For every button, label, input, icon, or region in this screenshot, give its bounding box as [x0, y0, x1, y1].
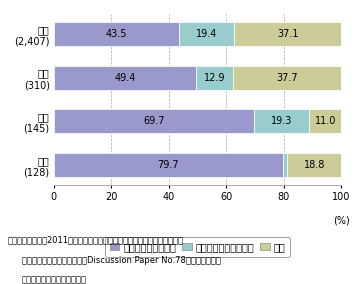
Text: 37.7: 37.7	[276, 73, 298, 83]
Text: 79.7: 79.7	[158, 160, 179, 170]
Bar	[283, 153, 287, 177]
Text: (%): (%)	[333, 215, 349, 225]
Text: 11.0: 11.0	[314, 116, 336, 126]
Text: 19.4: 19.4	[196, 29, 217, 39]
Bar	[54, 153, 283, 177]
Text: 資料：加藤真紀（2011）「論文の被引用数から見る卓越した研究者のキャ: 資料：加藤真紀（2011）「論文の被引用数から見る卓越した研究者のキャ	[7, 236, 183, 245]
Text: 18.8: 18.8	[304, 160, 325, 170]
Bar	[233, 66, 341, 89]
Bar	[54, 109, 254, 133]
Bar	[54, 22, 179, 46]
Text: 49.4: 49.4	[114, 73, 135, 83]
Text: リアパスに関する国際比較」Discussion Paper No.78、文部科学省科: リアパスに関する国際比較」Discussion Paper No.78、文部科学…	[22, 256, 220, 265]
Bar	[54, 66, 196, 89]
Bar	[254, 109, 309, 133]
Bar	[309, 109, 341, 133]
Bar	[234, 22, 341, 46]
Text: 43.5: 43.5	[106, 29, 127, 39]
Text: 69.7: 69.7	[143, 116, 165, 126]
Bar	[287, 153, 341, 177]
Legend: 出生国と住所が一致, 出生国と住所が不一致, 不明: 出生国と住所が一致, 出生国と住所が不一致, 不明	[105, 237, 290, 257]
Text: 12.9: 12.9	[204, 73, 225, 83]
Bar	[196, 66, 233, 89]
Text: 学技術政策研究所より引用。: 学技術政策研究所より引用。	[22, 275, 87, 284]
Bar	[179, 22, 234, 46]
Text: 19.3: 19.3	[271, 116, 293, 126]
Text: 37.1: 37.1	[277, 29, 299, 39]
